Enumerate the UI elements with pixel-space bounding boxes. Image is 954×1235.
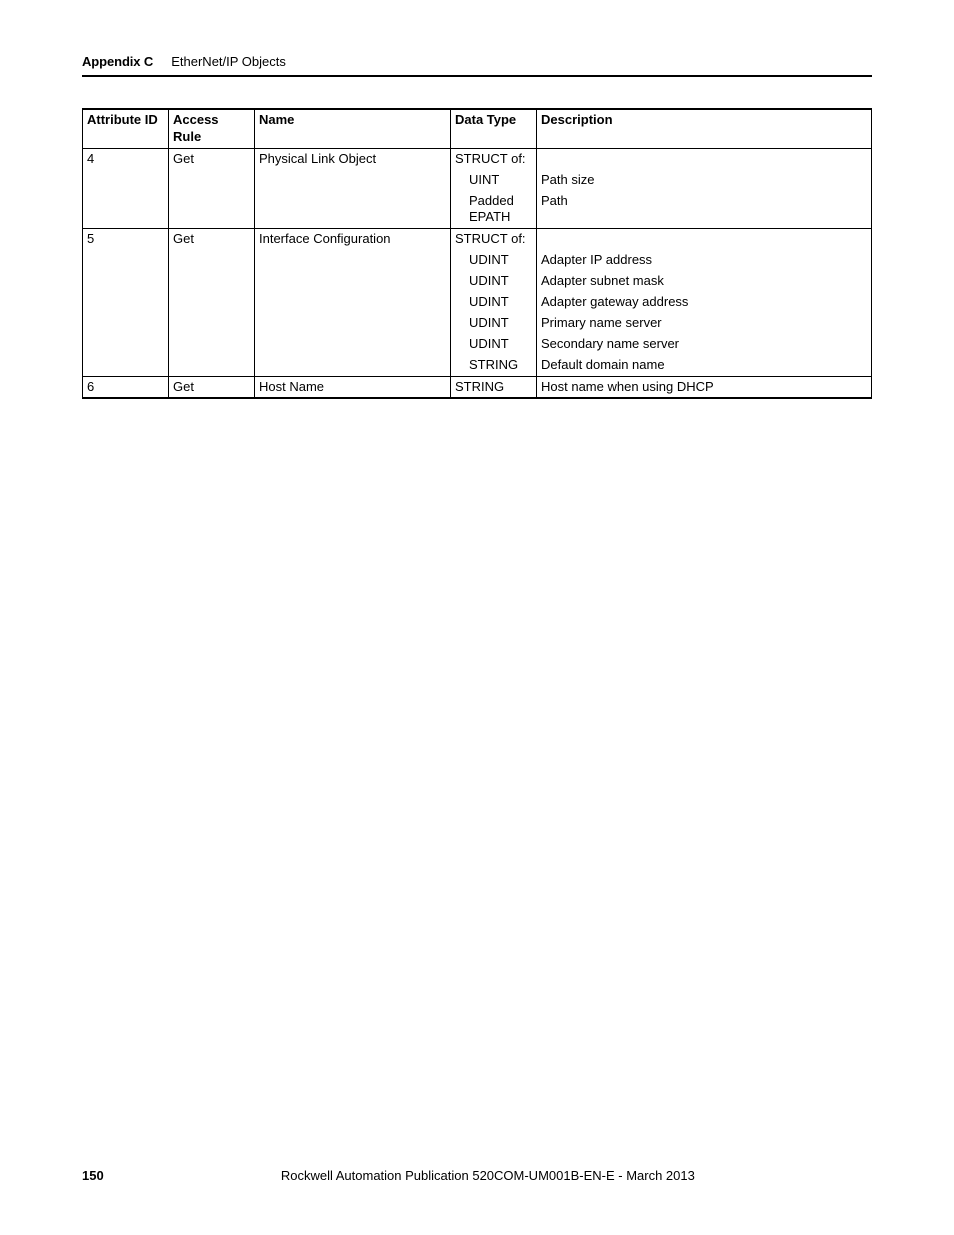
page-header: Appendix C EtherNet/IP Objects [82,54,872,85]
page-footer: 150 Rockwell Automation Publication 520C… [82,1168,872,1183]
cell-description: Primary name server [537,313,872,334]
attributes-table: Attribute ID Access Rule Name Data Type … [82,108,872,399]
cell-description: Host name when using DHCP [537,376,872,398]
cell-name: Host Name [255,376,451,398]
cell-data-type: UDINT [451,292,537,313]
cell-data-type: UINT [451,170,537,191]
cell-data-type: UDINT [451,334,537,355]
cell-data-type: UDINT [451,313,537,334]
cell-data-type: Padded EPATH [451,191,537,229]
table-header-row: Attribute ID Access Rule Name Data Type … [83,109,872,148]
header-rule [82,75,872,77]
cell-data-type: UDINT [451,271,537,292]
col-description: Description [537,109,872,148]
cell-description [537,148,872,169]
cell-attribute-id: 5 [83,229,169,376]
table-row: 5GetInterface ConfigurationSTRUCT of: [83,229,872,250]
cell-access-rule: Get [169,229,255,376]
cell-name: Physical Link Object [255,148,451,229]
cell-attribute-id: 4 [83,148,169,229]
cell-access-rule: Get [169,148,255,229]
cell-description: Path size [537,170,872,191]
cell-description: Default domain name [537,355,872,376]
col-access-rule: Access Rule [169,109,255,148]
cell-data-type: STRUCT of: [451,148,537,169]
table-row: 6GetHost NameSTRINGHost name when using … [83,376,872,398]
cell-data-type: STRING [451,355,537,376]
cell-data-type: STRING [451,376,537,398]
page: Appendix C EtherNet/IP Objects Attribute… [0,0,954,1235]
cell-description: Adapter subnet mask [537,271,872,292]
table-body: 4GetPhysical Link ObjectSTRUCT of:UINTPa… [83,148,872,398]
col-data-type: Data Type [451,109,537,148]
cell-description: Secondary name server [537,334,872,355]
page-number: 150 [82,1168,104,1183]
table-row: 4GetPhysical Link ObjectSTRUCT of: [83,148,872,169]
appendix-label: Appendix C [82,54,153,69]
publication-line: Rockwell Automation Publication 520COM-U… [104,1168,872,1183]
cell-description: Adapter IP address [537,250,872,271]
cell-name: Interface Configuration [255,229,451,376]
cell-access-rule: Get [169,376,255,398]
col-name: Name [255,109,451,148]
header-line: Appendix C EtherNet/IP Objects [82,54,872,69]
cell-description [537,229,872,250]
appendix-title: EtherNet/IP Objects [171,54,286,69]
cell-description: Adapter gateway address [537,292,872,313]
col-attribute-id: Attribute ID [83,109,169,148]
attributes-table-wrap: Attribute ID Access Rule Name Data Type … [82,108,872,399]
cell-data-type: UDINT [451,250,537,271]
cell-data-type: STRUCT of: [451,229,537,250]
cell-description: Path [537,191,872,229]
cell-attribute-id: 6 [83,376,169,398]
